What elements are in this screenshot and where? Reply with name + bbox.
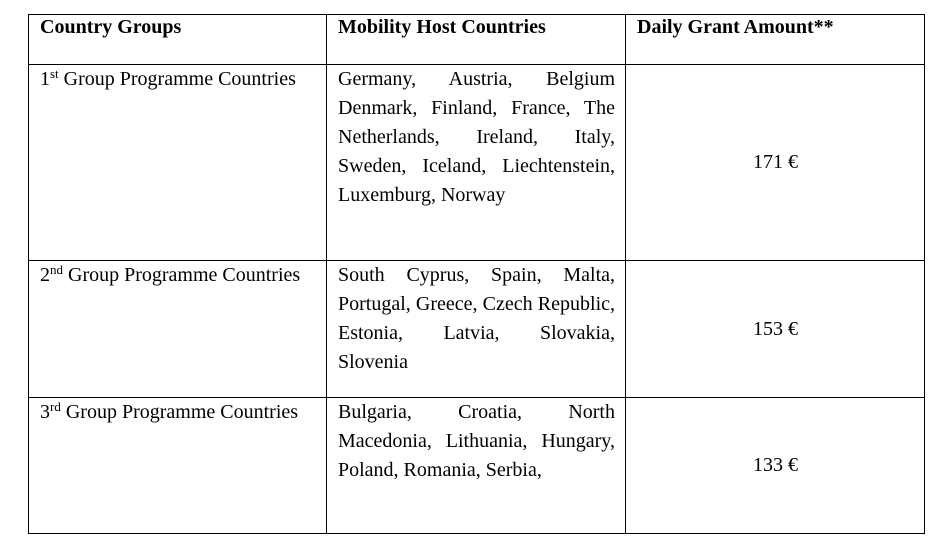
group-text: Group Programme Countries bbox=[65, 401, 299, 423]
group-suffix: rd bbox=[50, 399, 61, 414]
countries-text: Germany, Austria, Belgium Denmark, Finla… bbox=[338, 68, 615, 206]
grant-table: Country Groups Mobility Host Countries D… bbox=[28, 14, 925, 534]
group-cell: 3rd Group Programme Countries bbox=[28, 397, 327, 534]
row: 2nd Group Programme Countries South Cypr… bbox=[28, 260, 925, 398]
group-number: 2 bbox=[40, 264, 50, 286]
countries-cell: Bulgaria, Croatia, North Macedonia, Lith… bbox=[326, 397, 626, 534]
group-suffix: nd bbox=[50, 262, 63, 277]
countries-cell: Germany, Austria, Belgium Denmark, Finla… bbox=[326, 64, 626, 261]
amount-cell: 171 € bbox=[625, 64, 925, 261]
header-text: Mobility Host Countries bbox=[338, 16, 546, 38]
group-cell: 1st Group Programme Countries bbox=[28, 64, 327, 261]
header-cell: Country Groups bbox=[28, 14, 327, 65]
countries-cell: South Cyprus, Spain, Malta, Portugal, Gr… bbox=[326, 260, 626, 398]
header-cell: Mobility Host Countries bbox=[326, 14, 626, 65]
amount-cell: 133 € bbox=[625, 397, 925, 534]
group-cell: 2nd Group Programme Countries bbox=[28, 260, 327, 398]
header-text: Country Groups bbox=[40, 16, 182, 38]
amount-text: 171 € bbox=[753, 151, 798, 173]
group-number: 3 bbox=[40, 401, 50, 423]
amount-text: 133 € bbox=[753, 454, 798, 476]
header-row: Country Groups Mobility Host Countries D… bbox=[28, 14, 925, 65]
header-cell: Daily Grant Amount** bbox=[625, 14, 925, 65]
amount-cell: 153 € bbox=[625, 260, 925, 398]
group-text: Group Programme Countries bbox=[68, 264, 301, 286]
group-text: Group Programme Countries bbox=[63, 68, 296, 90]
amount-text: 153 € bbox=[753, 317, 798, 340]
row: 3rd Group Programme Countries Bulgaria, … bbox=[28, 397, 925, 534]
header-text: Daily Grant Amount** bbox=[637, 16, 834, 38]
countries-text: South Cyprus, Spain, Malta, Portugal, Gr… bbox=[338, 264, 615, 373]
countries-text: Bulgaria, Croatia, North Macedonia, Lith… bbox=[338, 401, 615, 481]
group-number: 1 bbox=[40, 68, 50, 90]
row: 1st Group Programme Countries Germany, A… bbox=[28, 64, 925, 261]
group-suffix: st bbox=[50, 66, 59, 81]
